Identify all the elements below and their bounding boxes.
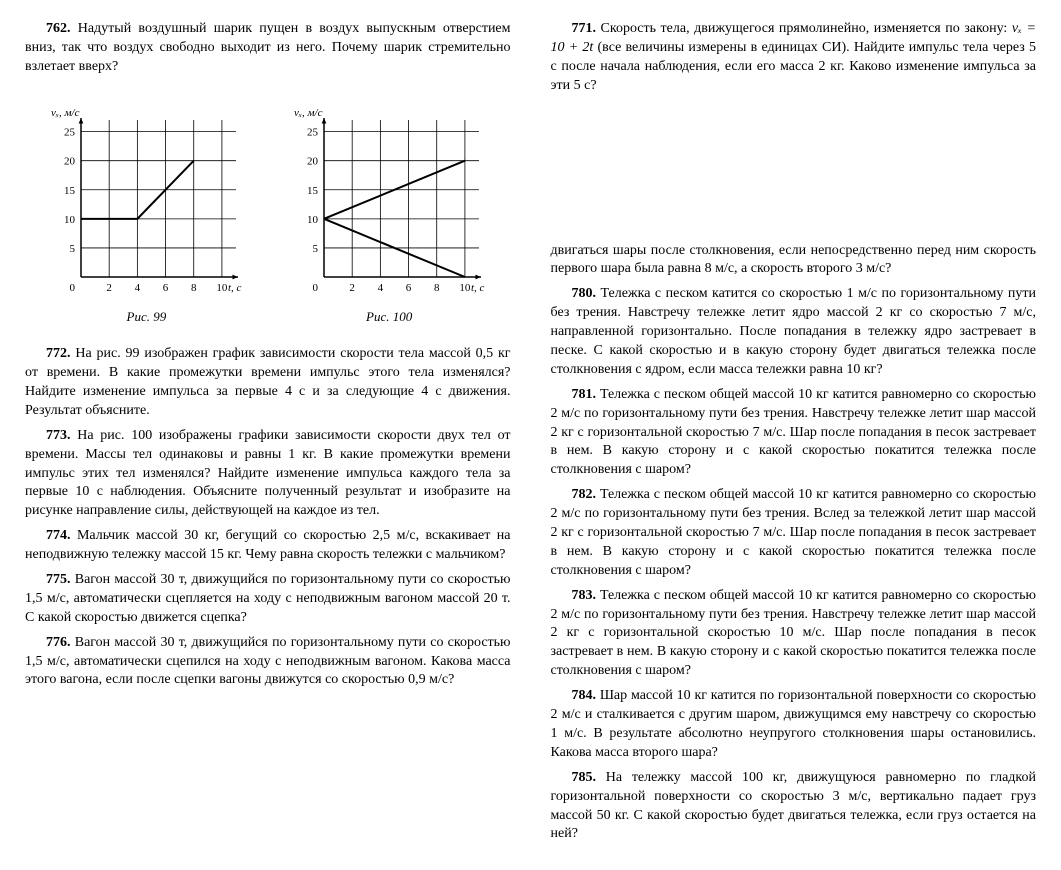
problem-number: 771. (572, 21, 597, 36)
problem-text: Мальчик массой 30 кг, бегущий со скорост… (25, 528, 511, 562)
svg-text:10: 10 (217, 282, 229, 294)
problem-text-b: (все величины измерены в единицах СИ). Н… (551, 40, 1037, 93)
problem-text: На тележку массой 100 кг, движущуюся рав… (551, 770, 1037, 842)
svg-text:5: 5 (313, 243, 319, 255)
problem-number: 775. (46, 572, 71, 587)
problem-text: двигаться шары после столкновения, если … (551, 243, 1037, 277)
svg-text:6: 6 (163, 282, 169, 294)
problem-780: 780. Тележка с песком катится со скорост… (551, 285, 1037, 379)
svg-text:15: 15 (307, 184, 319, 196)
problem-773: 773. На рис. 100 изображены графики зави… (25, 427, 511, 521)
problem-text: На рис. 99 изображен график зависимости … (25, 346, 511, 418)
problem-text: Тележка с песком общей массой 10 кг кати… (551, 588, 1037, 679)
svg-text:4: 4 (135, 282, 141, 294)
svg-text:15: 15 (64, 184, 76, 196)
svg-text:10: 10 (307, 214, 319, 226)
problem-number: 774. (46, 528, 71, 543)
problem-number: 784. (572, 688, 597, 703)
problem-text: Тележка с песком общей массой 10 кг кати… (551, 487, 1037, 578)
problem-776: 776. Вагон массой 30 т, движущийся по го… (25, 634, 511, 691)
problem-text: Вагон массой 30 т, движущийся по горизон… (25, 635, 511, 688)
svg-text:8: 8 (191, 282, 197, 294)
svg-text:vₓ, м/с: vₓ, м/с (51, 107, 80, 119)
problem-number: 762. (46, 21, 71, 36)
problem-text: На рис. 100 изображены графики зависимос… (25, 428, 511, 519)
svg-text:8: 8 (434, 282, 440, 294)
svg-text:2: 2 (350, 282, 356, 294)
right-column: 771. Скорость тела, движущегося прямолин… (551, 20, 1037, 850)
problem-text: Вагон массой 30 т, движущийся по горизон… (25, 572, 511, 625)
problem-771: 771. Скорость тела, движущегося прямолин… (551, 20, 1037, 96)
svg-text:25: 25 (307, 126, 319, 138)
svg-text:25: 25 (64, 126, 76, 138)
figure-99: 2 4 6 8 10 5 10 15 20 25 0 vₓ, м/с t, с Рис. 99 (46, 102, 246, 326)
svg-text:2: 2 (107, 282, 113, 294)
svg-text:6: 6 (406, 282, 412, 294)
svg-text:t, с: t, с (471, 282, 485, 294)
spacer (551, 102, 1037, 242)
figure-caption: Рис. 99 (127, 308, 167, 326)
figures-container: 2 4 6 8 10 5 10 15 20 25 0 vₓ, м/с t, с Рис. 99 2 4 6 8… (25, 102, 511, 326)
problem-text: Тележка с песком катится со скоростью 1 … (551, 286, 1037, 377)
problem-774: 774. Мальчик массой 30 кг, бегущий со ск… (25, 527, 511, 565)
figure-caption: Рис. 100 (366, 308, 412, 326)
problem-text: Тележка с песком общей массой 10 кг кати… (551, 387, 1037, 478)
svg-text:10: 10 (460, 282, 472, 294)
problem-number: 773. (46, 428, 71, 443)
problem-762: 762. Надутый воздушный шарик пущен в воз… (25, 20, 511, 77)
chart-fig100: 2 4 6 8 10 5 10 15 20 25 0 vₓ, м/с t, с (289, 102, 489, 302)
problem-text: Надутый воздушный шарик пущен в воздух в… (25, 21, 511, 74)
problem-785: 785. На тележку массой 100 кг, движущуюс… (551, 769, 1037, 845)
problem-775: 775. Вагон массой 30 т, движущийся по го… (25, 571, 511, 628)
svg-text:vₓ, м/с: vₓ, м/с (294, 107, 323, 119)
problem-continuation: двигаться шары после столкновения, если … (551, 242, 1037, 280)
problem-782: 782. Тележка с песком общей массой 10 кг… (551, 486, 1037, 580)
svg-text:0: 0 (313, 282, 319, 294)
problem-number: 785. (572, 770, 597, 785)
problem-783: 783. Тележка с песком общей массой 10 кг… (551, 587, 1037, 681)
svg-text:10: 10 (64, 214, 76, 226)
problem-772: 772. На рис. 99 изображен график зависим… (25, 345, 511, 421)
problem-number: 776. (46, 635, 71, 650)
problem-784: 784. Шар массой 10 кг катится по горизон… (551, 687, 1037, 763)
problem-number: 783. (572, 588, 597, 603)
left-column: 762. Надутый воздушный шарик пущен в воз… (25, 20, 511, 850)
problem-number: 780. (572, 286, 597, 301)
problem-text-a: Скорость тела, движущегося прямолинейно,… (601, 21, 1012, 36)
svg-text:20: 20 (307, 155, 319, 167)
svg-text:5: 5 (70, 243, 76, 255)
problem-number: 782. (572, 487, 597, 502)
figure-100: 2 4 6 8 10 5 10 15 20 25 0 vₓ, м/с t, с Рис. 100 (289, 102, 489, 326)
svg-text:20: 20 (64, 155, 76, 167)
svg-text:0: 0 (70, 282, 76, 294)
problem-text: Шар массой 10 кг катится по горизонтальн… (551, 688, 1037, 760)
problem-781: 781. Тележка с песком общей массой 10 кг… (551, 386, 1037, 480)
problem-number: 772. (46, 346, 71, 361)
svg-text:4: 4 (378, 282, 384, 294)
chart-fig99: 2 4 6 8 10 5 10 15 20 25 0 vₓ, м/с t, с (46, 102, 246, 302)
problem-number: 781. (572, 387, 597, 402)
svg-text:t, с: t, с (228, 282, 242, 294)
